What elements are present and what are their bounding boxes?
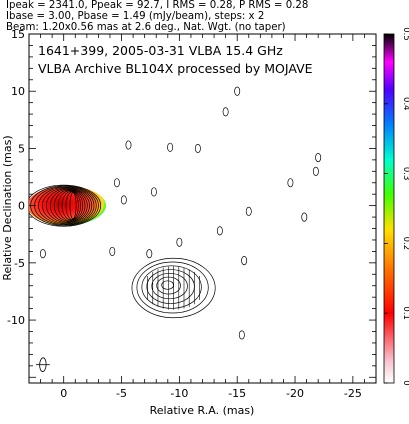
plot-title-line2: VLBA Archive BL104X processed by MOJAVE [38,61,313,76]
core-contour [29,184,102,227]
noise-contour [146,249,153,259]
jet-knot-contour [151,272,188,300]
x-tick-label: 0 [60,387,67,400]
noise-contour [150,187,157,197]
core-contour [45,188,90,224]
noise-contour [176,237,183,247]
noise-contour [301,212,308,222]
noise-contour [120,195,127,205]
core-contour [38,186,95,225]
y-tick-label: 15 [11,28,25,41]
core-contour [49,188,88,223]
noise-contour [167,142,174,152]
noise-contour [315,153,322,163]
jet-knot-contour [141,265,202,309]
axis-tick-labels: 0 -5 -10 -15 -20 -25 15 10 5 0 -5 -10 [7,28,362,400]
x-axis-label: Relative R.A. (mas) [150,404,255,417]
colorbar-gradient [383,33,395,384]
noise-contour [287,178,294,188]
core-contour [57,190,84,222]
colorbar-tick-label: 0.5 [401,27,409,41]
noise-contour [194,143,201,153]
y-tick-label: 0 [18,200,25,213]
x-tick-label: -20 [286,387,304,400]
y-tick-label: -5 [14,257,25,270]
header-beam-line: Beam: 1.20x0.56 mas at 2.6 deg., Nat. Wg… [6,22,286,33]
noise-contour [125,140,132,150]
polarization-region [29,186,107,226]
x-tick-label: -25 [344,387,362,400]
jet-knot-contour [136,261,209,314]
noise-contour [245,206,252,216]
noise-contour [39,249,46,259]
core-contour [65,191,79,220]
noise-contour [113,178,120,188]
colorbar-tick-label: 0.1 [401,306,409,320]
colorbar-ticks: 0 0.1 0.2 0.3 0.4 0.5 [384,27,409,386]
colorbar-tick-label: 0 [401,380,409,385]
noise-contour [241,256,248,266]
y-tick-label: 10 [11,85,25,98]
colorbar-tick-label: 0.4 [401,97,409,111]
x-tick-label: -5 [116,387,127,400]
header-info: Ipeak = 2341.0, Ppeak = 92.7, I RMS = 0.… [6,0,308,33]
core-contour [42,187,93,224]
y-axis-label: Relative Declination (mas) [1,135,14,280]
colorbar-tick-label: 0.3 [401,167,409,181]
header-base-line: Ibase = 3.00, Pbase = 1.49 (mJy/beam), s… [6,11,265,22]
x-tick-label: -15 [228,387,246,400]
y-tick-label: 5 [18,142,25,155]
noise-contour [109,246,116,256]
plot-title-line1: 1641+399, 2005-03-31 VLBA 15.4 GHz [38,43,283,58]
contour-layer [29,86,322,372]
core-contour [53,189,86,222]
axis-ticks [29,33,376,383]
colorbar: 0 0.1 0.2 0.3 0.4 0.5 [383,27,409,386]
y-tick-label: -10 [7,314,25,327]
noise-contour [312,166,319,176]
noise-contour [222,107,229,117]
x-tick-label: -10 [170,387,188,400]
core-contour [69,192,77,220]
noise-contour [234,86,241,96]
colorbar-tick-label: 0.2 [401,237,409,251]
jet-knot-contour [131,257,216,319]
noise-contour [216,226,223,236]
noise-contour [238,330,245,340]
core-contour [61,190,81,221]
header-peak-line: Ipeak = 2341.0, Ppeak = 92.7, I RMS = 0.… [6,0,309,11]
